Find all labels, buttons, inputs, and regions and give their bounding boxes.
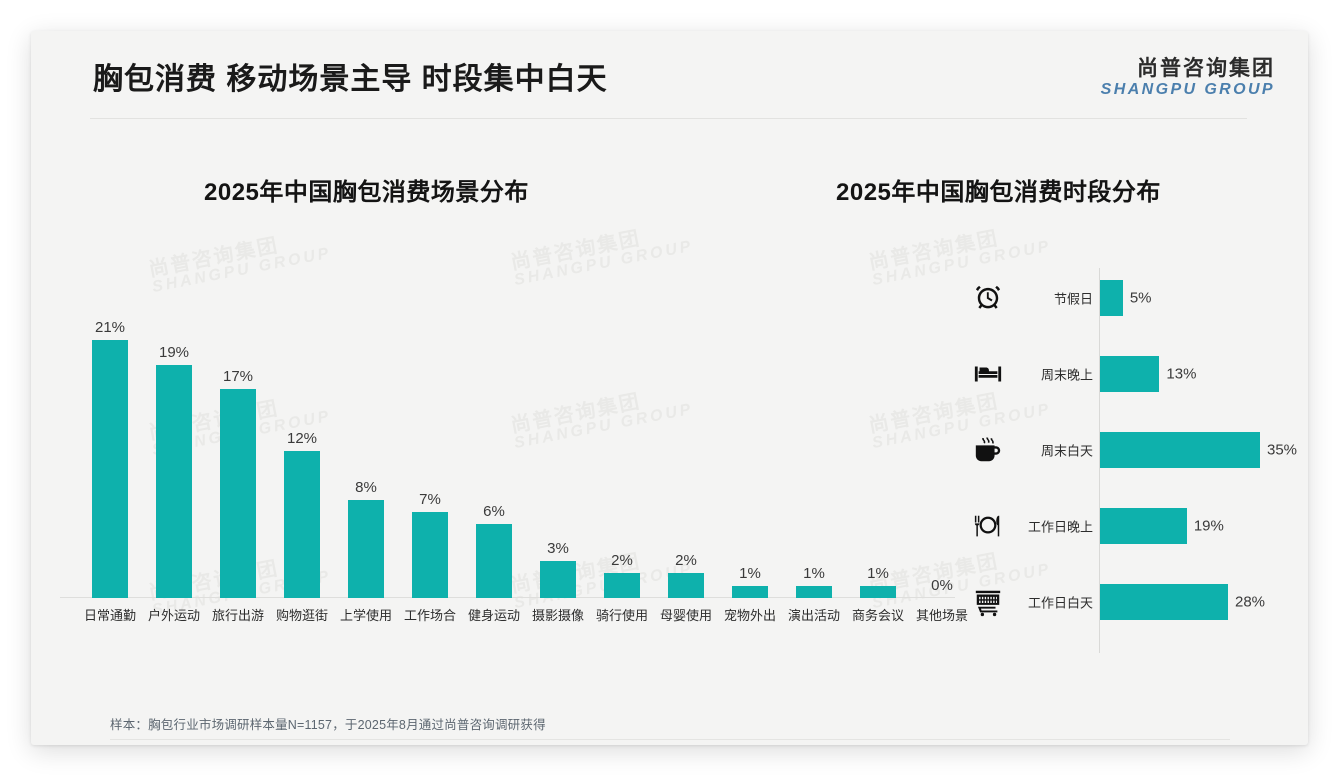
bar [156,364,192,598]
bar-column [654,573,718,598]
bar-row: 工作日晚上 19% [951,504,1291,548]
bar-value-label: 1% [803,564,825,582]
bar-column [142,364,206,598]
bar [412,512,448,598]
bar-value-label: 5% [1129,289,1152,307]
bar [1100,356,1160,392]
bar-row: 周末白天 35% [951,428,1297,472]
bar-value-label: 19% [158,343,190,361]
bar [668,573,704,598]
header: 胸包消费 移动场景主导 时段集中白天 尚普咨询集团 SHANGPU GROUP [31,31,1308,116]
footer-divider [110,739,1230,740]
bar-value-label: 2% [611,552,633,570]
bar-category-label: 商务会议 [851,608,904,623]
bar-value-label: 6% [483,503,505,521]
header-divider [90,118,1247,119]
bar-value-label: 21% [94,319,126,336]
bed-icon [973,359,1003,389]
coffee-cup-icon [973,435,1003,465]
dining-icon [973,511,1003,541]
bar-row: 周末晚上 13% [951,352,1291,396]
chart-axis-line [1099,268,1100,653]
bar-category-label: 周末晚上 [1040,367,1093,383]
brand-name-en: SHANGPU GROUP [1100,80,1275,98]
bar-category-label: 母婴使用 [659,608,712,623]
bar-value-label: 3% [547,540,569,558]
bar [284,450,320,598]
bar [732,585,768,598]
bar-value-label: 0% [931,577,953,594]
bar-row: 节假日 5% [951,276,1291,320]
bar-row: 工作日白天 28% [951,580,1291,624]
bar-category-label: 摄影摄像 [531,608,584,623]
bar-column [782,585,846,598]
bar-column [590,573,654,598]
bar [796,585,832,598]
alarm-clock-icon [973,283,1003,313]
bar-category-label: 骑行使用 [595,608,648,623]
bar [540,561,576,598]
bar-category-label: 工作日晚上 [1027,519,1093,535]
bar-column [206,389,270,598]
bar-column [78,340,142,598]
bar-category-label: 日常通勤 [83,608,136,623]
bar-value-label: 35% [1267,441,1298,459]
timeslot-bar-chart: 节假日 5% 周末晚上 13% 周末白天 35% 工作日晚上 19% 工作日白天 28% [951,266,1297,656]
bar-column [398,512,462,598]
bar [348,499,384,598]
bar-value-label: 1% [867,564,889,582]
bar-column [462,524,526,598]
chart-title-scenarios: 2025年中国胸包消费场景分布 [204,179,529,206]
bar-value-label: 7% [419,491,441,508]
source-note: 样本：胸包行业市场调研样本量N=1157，于2025年8月通过尚普咨询调研获得 [110,718,546,732]
brand-logo: 尚普咨询集团 SHANGPU GROUP [1101,57,1275,98]
slide-card: 尚普咨询集团 SHANGPU GROUP 尚普咨询集团 SHANGPU GROU… [31,31,1308,745]
bar-column [718,585,782,598]
bar [476,524,512,598]
bar-column [526,561,590,598]
bar-category-label: 购物逛街 [275,608,328,623]
bar-category-label: 旅行出游 [211,608,264,623]
bar-value-label: 17% [222,368,254,386]
bar [1100,432,1260,468]
bar [604,573,640,598]
bar-column [846,585,910,598]
bar-value-label: 12% [286,429,318,447]
bar-category-label: 其他场景 [915,608,968,623]
bar-value-label: 28% [1235,593,1266,611]
bar-column [270,450,334,598]
bar-category-label: 周末白天 [1040,443,1093,459]
bar-category-label: 工作场合 [403,608,456,623]
bar-value-label: 1% [739,564,761,582]
bar-category-label: 户外运动 [147,608,200,623]
bar-column [334,499,398,598]
bar-value-label: 8% [355,478,377,496]
bar-category-label: 上学使用 [339,608,392,623]
page-title: 胸包消费 移动场景主导 时段集中白天 [93,63,608,96]
bar [1100,584,1228,620]
bar [860,585,896,598]
bar-value-label: 2% [675,552,697,570]
bar [220,389,256,598]
bar-category-label: 工作日白天 [1027,595,1093,611]
bar [1100,508,1187,544]
bar [92,340,128,598]
bar-category-label: 健身运动 [467,608,520,623]
bar [1100,280,1123,316]
bar-category-label: 宠物外出 [723,608,776,623]
chart-title-timeslots: 2025年中国胸包消费时段分布 [836,179,1161,206]
brand-name-cn: 尚普咨询集团 [1137,57,1275,80]
scenario-bar-chart: 21% 日常通勤 19% 户外运动 17% 旅行出游 12% 购物逛街 8% 上学使用 7% 工作场合… [60,256,968,631]
bar-value-label: 19% [1193,517,1224,535]
bar-value-label: 13% [1166,365,1197,383]
shopping-cart-icon [973,587,1003,617]
bar-category-label: 节假日 [1053,291,1093,307]
bar-category-label: 演出活动 [787,608,840,623]
